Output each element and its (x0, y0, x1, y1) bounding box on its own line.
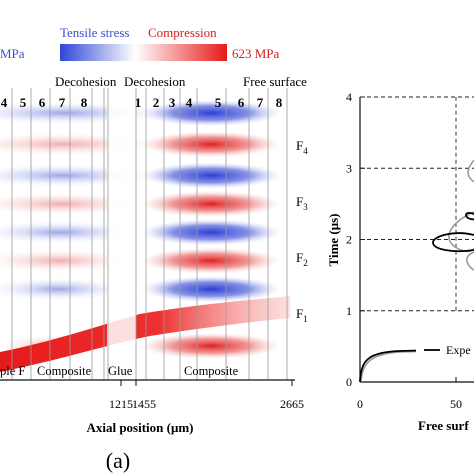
colorbar-tensile-label: Tensile stress (60, 25, 130, 40)
compression-wedge (0, 296, 290, 372)
heatmap-tick-label-2665: 2665 (280, 397, 304, 411)
reference-dashes (360, 96, 474, 312)
layer-number-right-1: 1 (135, 95, 142, 110)
legend-label-experiment: Expe (446, 343, 471, 357)
layer-number-left-4: 4 (1, 95, 8, 110)
stress-band-left-5 (0, 249, 135, 272)
line-x-axis-title: Free surf (418, 418, 469, 433)
stress-band-right-0 (141, 100, 281, 127)
layer-number-left-7: 7 (59, 95, 66, 110)
layer-number-left-8: 8 (81, 95, 88, 110)
feature-label-F4: F4 (296, 138, 308, 156)
glue-region (107, 88, 136, 380)
region-label-glue: Glue (108, 364, 133, 378)
line-x-tick-50: 50 (450, 397, 462, 411)
line-y-tick-label-2: 2 (346, 233, 352, 247)
feature-labels: F4 F3 F2 F1 (296, 138, 308, 324)
feature-label-F3: F3 (296, 194, 308, 212)
series-gray-curve (360, 159, 474, 383)
stress-band-right-3 (141, 190, 281, 217)
layer-lines (11, 88, 288, 380)
heatmap-field (0, 88, 293, 380)
layer-number-right-6: 6 (238, 95, 245, 110)
colorbar-left-value: MPa (0, 46, 25, 61)
layer-number-left-6: 6 (39, 95, 46, 110)
heatmap-tick-label-1215: 1215 (109, 397, 133, 411)
line-panel: 0 1 2 3 4 0 50 Free surf Time (μs) Expe (326, 90, 474, 433)
layer-number-right-5: 5 (215, 95, 222, 110)
line-y-tick-label-4: 4 (346, 90, 352, 104)
feature-label-F2: F2 (296, 250, 308, 268)
layer-number-right-7: 7 (257, 95, 264, 110)
legend-box (416, 337, 474, 361)
layer-number-right-8: 8 (276, 95, 283, 110)
colorbar-compression-label: Compression (148, 25, 217, 40)
series-experiment-curve (359, 212, 474, 383)
layer-number-left-5: 5 (20, 95, 27, 110)
feature-label-F1: F1 (296, 306, 308, 324)
decohesion-label-2: Decohesion (124, 74, 186, 89)
stress-band-right-1 (141, 131, 281, 158)
heatmap-panel: 1215 1455 2665 Axial position (μm) Decoh… (0, 74, 308, 435)
heatmap-x-axis-title: Axial position (μm) (86, 420, 193, 435)
layer-number-right-4: 4 (186, 95, 193, 110)
panel-label: (a) (106, 448, 130, 473)
region-label-composite-right: Composite (184, 364, 239, 378)
colorbar: Tensile stress Compression MPa 623 MPa (0, 25, 280, 61)
region-label-composite-left: Composite (37, 364, 92, 378)
free-surface-label: Free surface (243, 74, 307, 89)
stress-band-right-7 (141, 332, 281, 359)
decohesion-label-1: Decohesion (55, 74, 117, 89)
line-y-axis-title: Time (μs) (326, 214, 341, 267)
colorbar-right-value: 623 MPa (232, 46, 280, 61)
line-x-tick-0: 0 (357, 397, 363, 411)
layer-number-right-2: 2 (153, 95, 160, 110)
layer-number-right-3: 3 (169, 95, 176, 110)
stress-band-left-6 (0, 278, 128, 301)
stress-band-right-6 (141, 276, 281, 303)
colorbar-gradient (60, 44, 227, 61)
stress-band-left-4 (0, 221, 142, 244)
line-y-tick-label-0: 0 (346, 375, 352, 389)
heatmap-tick-label-1455: 1455 (132, 397, 156, 411)
stress-band-right-4 (141, 219, 281, 246)
line-y-tick-label-3: 3 (346, 161, 352, 175)
stress-band-right-5 (141, 247, 281, 274)
line-y-tick-label-1: 1 (346, 304, 352, 318)
stress-band-right-2 (141, 162, 281, 189)
region-label-sample: ple F (0, 364, 25, 378)
